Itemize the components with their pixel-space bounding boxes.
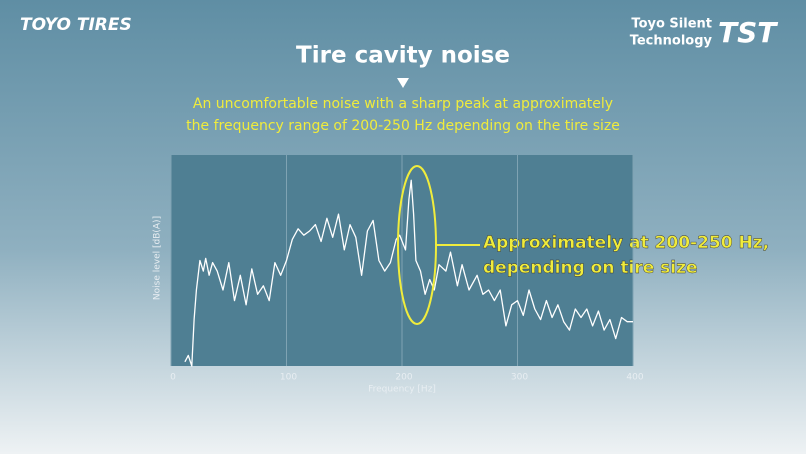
x-axis-label: Frequency [Hz]	[368, 385, 436, 395]
subtitle: the frequency range of 200-250 Hz depend…	[186, 118, 620, 134]
annotation: Approximately at 200-250 Hz,	[483, 233, 769, 253]
arrow	[397, 78, 409, 88]
tagline: Technology	[630, 34, 713, 49]
x-tick-label: 200	[395, 373, 412, 383]
tagline: Toyo Silent	[631, 17, 712, 32]
x-tick-label: 300	[511, 373, 528, 383]
chart-title: Tire cavity noise	[296, 43, 510, 69]
annotation: depending on tire size	[483, 258, 698, 278]
logo: TOYO TIRES	[20, 15, 132, 35]
x-tick-label: 400	[626, 373, 643, 383]
x-tick-label: 100	[280, 373, 297, 383]
noise-line	[184, 179, 633, 367]
y-axis-label: Noise level [dB(A)]	[153, 216, 163, 300]
x-tick-label: 0	[170, 373, 176, 383]
badge: TST	[718, 16, 778, 49]
subtitle: An uncomfortable noise with a sharp peak…	[193, 96, 613, 112]
